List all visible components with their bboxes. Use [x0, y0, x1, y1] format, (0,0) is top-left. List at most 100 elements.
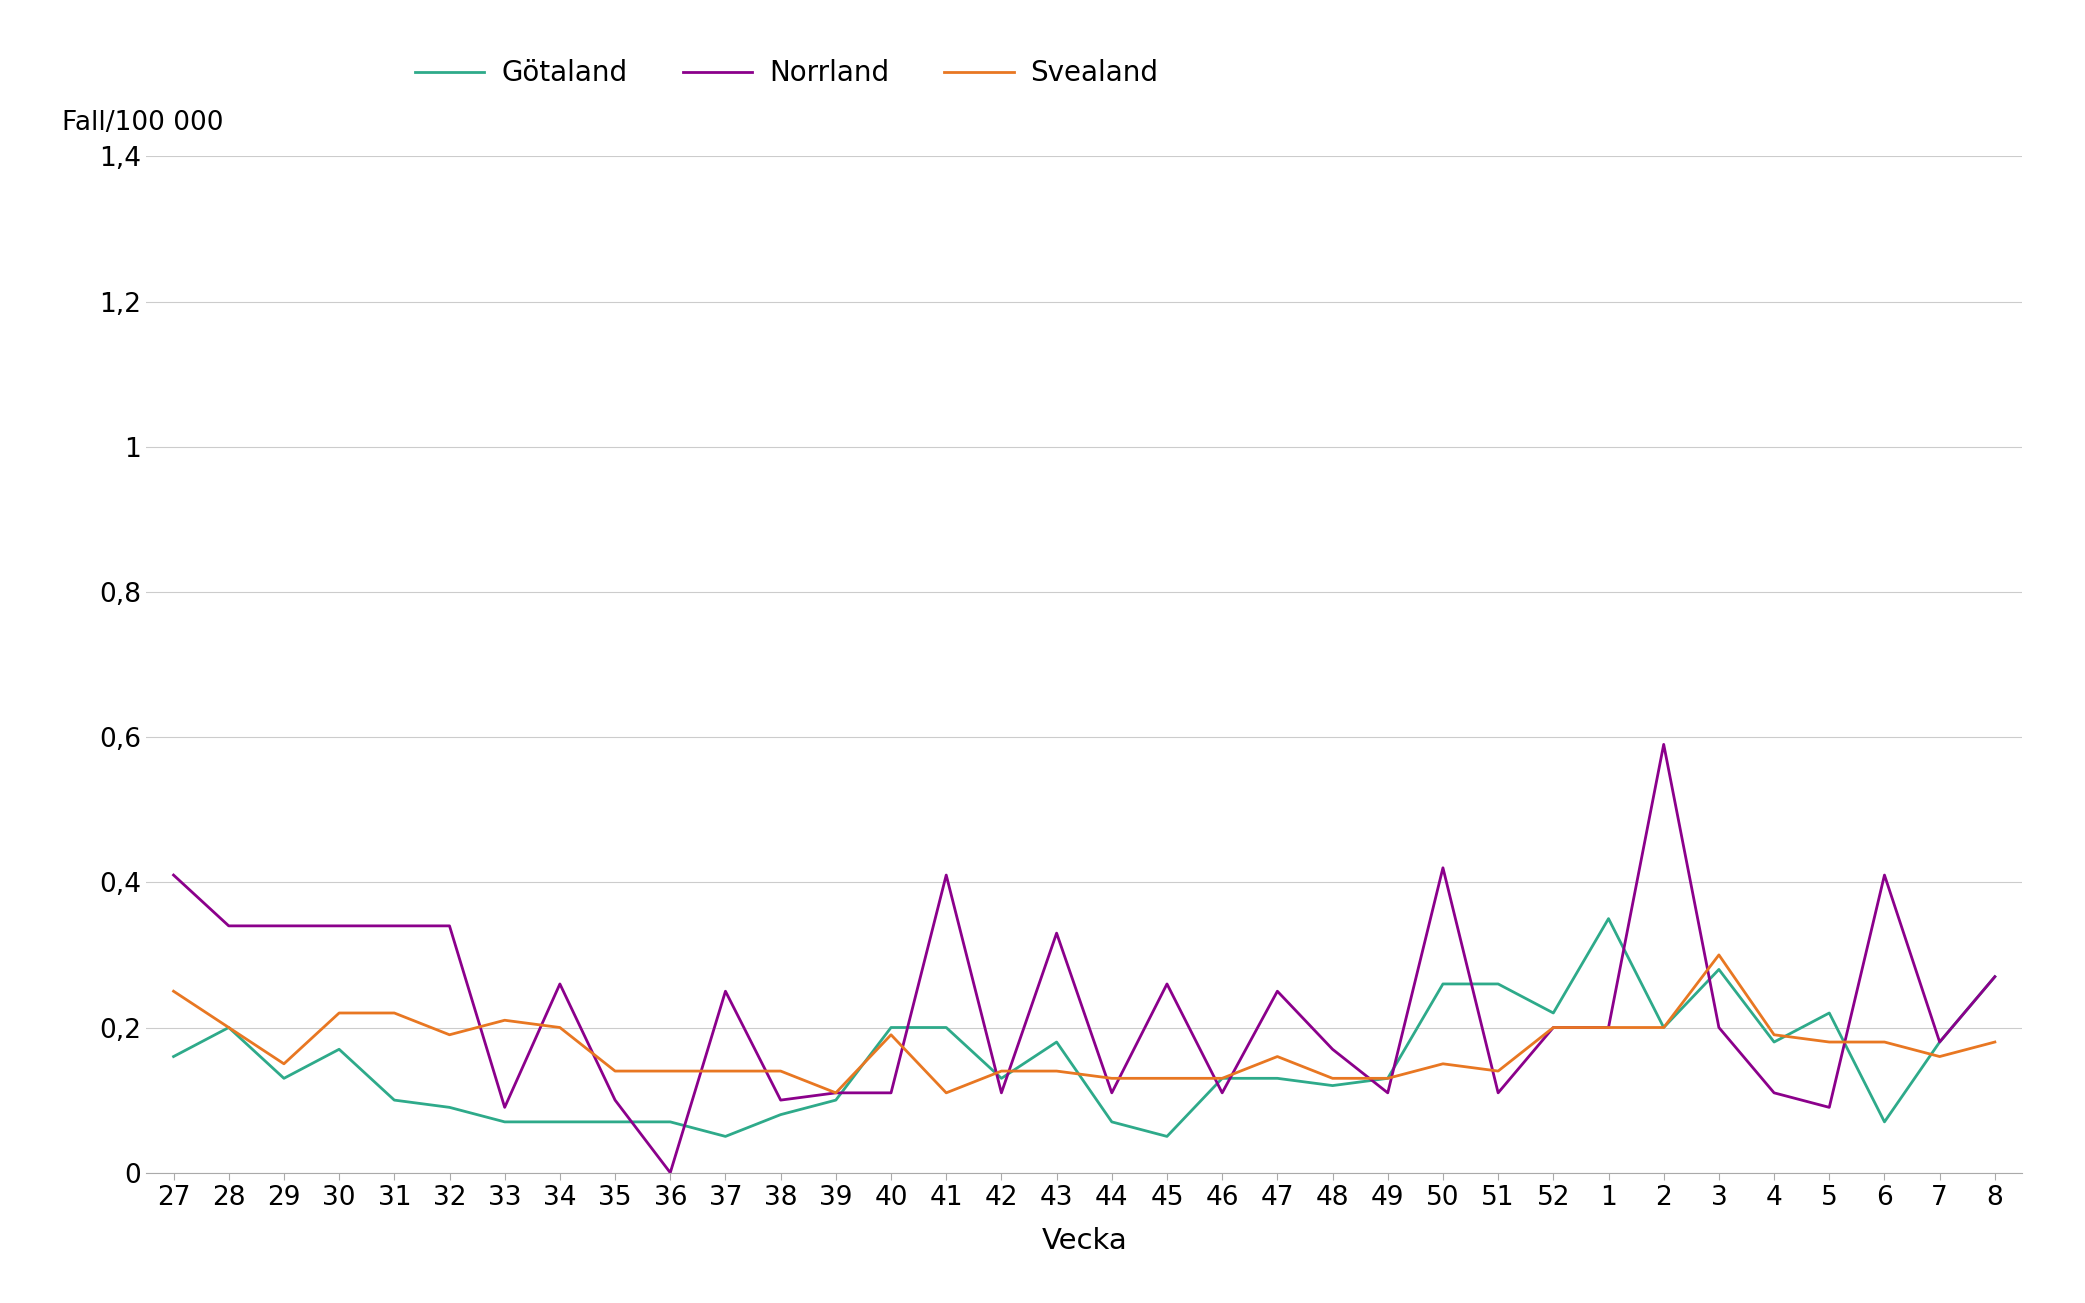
X-axis label: Vecka: Vecka	[1040, 1227, 1128, 1255]
Götaland	[934, 1020, 959, 1036]
Götaland	[1595, 911, 1620, 926]
Svealand	[1872, 1035, 1897, 1050]
Götaland	[1376, 1071, 1401, 1087]
Svealand	[878, 1027, 903, 1042]
Norrland	[878, 1085, 903, 1101]
Svealand	[382, 1005, 407, 1020]
Norrland	[1595, 1020, 1620, 1036]
Götaland	[603, 1114, 628, 1130]
Norrland	[1816, 1100, 1841, 1115]
Svealand	[988, 1063, 1013, 1079]
Norrland	[1762, 1085, 1787, 1101]
Norrland	[713, 984, 738, 999]
Norrland	[1320, 1041, 1345, 1057]
Norrland	[1487, 1085, 1512, 1101]
Line: Götaland: Götaland	[173, 919, 1995, 1136]
Norrland	[327, 919, 352, 934]
Svealand	[1430, 1055, 1455, 1071]
Norrland	[438, 919, 463, 934]
Norrland	[1541, 1020, 1566, 1036]
Svealand	[1376, 1071, 1401, 1087]
Svealand	[657, 1063, 682, 1079]
Norrland	[603, 1092, 628, 1108]
Norrland	[1872, 868, 1897, 883]
Norrland	[988, 1085, 1013, 1101]
Norrland	[1155, 976, 1180, 992]
Norrland	[657, 1165, 682, 1181]
Svealand	[1266, 1049, 1291, 1065]
Norrland	[1651, 736, 1676, 752]
Svealand	[1983, 1035, 2008, 1050]
Svealand	[492, 1012, 517, 1028]
Svealand	[1487, 1063, 1512, 1079]
Norrland	[1266, 984, 1291, 999]
Götaland	[548, 1114, 573, 1130]
Svealand	[271, 1055, 296, 1071]
Götaland	[824, 1092, 849, 1108]
Legend: Götaland, Norrland, Svealand: Götaland, Norrland, Svealand	[404, 48, 1170, 99]
Svealand	[161, 984, 186, 999]
Norrland	[1045, 925, 1070, 941]
Götaland	[217, 1020, 242, 1036]
Svealand	[1595, 1020, 1620, 1036]
Götaland	[1155, 1128, 1180, 1144]
Norrland	[1376, 1085, 1401, 1101]
Götaland	[1209, 1071, 1234, 1087]
Götaland	[1430, 976, 1455, 992]
Svealand	[1320, 1071, 1345, 1087]
Götaland	[1541, 1005, 1566, 1020]
Svealand	[1045, 1063, 1070, 1079]
Norrland	[824, 1085, 849, 1101]
Götaland	[1266, 1071, 1291, 1087]
Svealand	[1541, 1020, 1566, 1036]
Svealand	[438, 1027, 463, 1042]
Svealand	[1209, 1071, 1234, 1087]
Norrland	[934, 868, 959, 883]
Götaland	[713, 1128, 738, 1144]
Svealand	[1816, 1035, 1841, 1050]
Svealand	[1099, 1071, 1124, 1087]
Svealand	[767, 1063, 792, 1079]
Götaland	[1927, 1035, 1952, 1050]
Svealand	[217, 1020, 242, 1036]
Norrland	[217, 919, 242, 934]
Svealand	[824, 1085, 849, 1101]
Götaland	[438, 1100, 463, 1115]
Götaland	[1651, 1020, 1676, 1036]
Norrland	[548, 976, 573, 992]
Svealand	[603, 1063, 628, 1079]
Götaland	[1706, 962, 1731, 977]
Götaland	[1099, 1114, 1124, 1130]
Norrland	[767, 1092, 792, 1108]
Götaland	[1487, 976, 1512, 992]
Norrland	[1430, 860, 1455, 876]
Norrland	[1706, 1020, 1731, 1036]
Götaland	[878, 1020, 903, 1036]
Götaland	[657, 1114, 682, 1130]
Götaland	[382, 1092, 407, 1108]
Text: Fall/100 000: Fall/100 000	[63, 109, 223, 136]
Svealand	[1927, 1049, 1952, 1065]
Norrland	[271, 919, 296, 934]
Götaland	[1762, 1035, 1787, 1050]
Götaland	[327, 1041, 352, 1057]
Götaland	[492, 1114, 517, 1130]
Svealand	[1651, 1020, 1676, 1036]
Götaland	[1872, 1114, 1897, 1130]
Götaland	[1983, 969, 2008, 985]
Götaland	[271, 1071, 296, 1087]
Svealand	[934, 1085, 959, 1101]
Svealand	[1155, 1071, 1180, 1087]
Götaland	[767, 1106, 792, 1122]
Norrland	[1983, 969, 2008, 985]
Norrland	[161, 868, 186, 883]
Svealand	[1706, 947, 1731, 963]
Götaland	[1816, 1005, 1841, 1020]
Götaland	[1045, 1035, 1070, 1050]
Svealand	[1762, 1027, 1787, 1042]
Götaland	[161, 1049, 186, 1065]
Line: Norrland: Norrland	[173, 744, 1995, 1173]
Svealand	[713, 1063, 738, 1079]
Götaland	[1320, 1078, 1345, 1093]
Svealand	[548, 1020, 573, 1036]
